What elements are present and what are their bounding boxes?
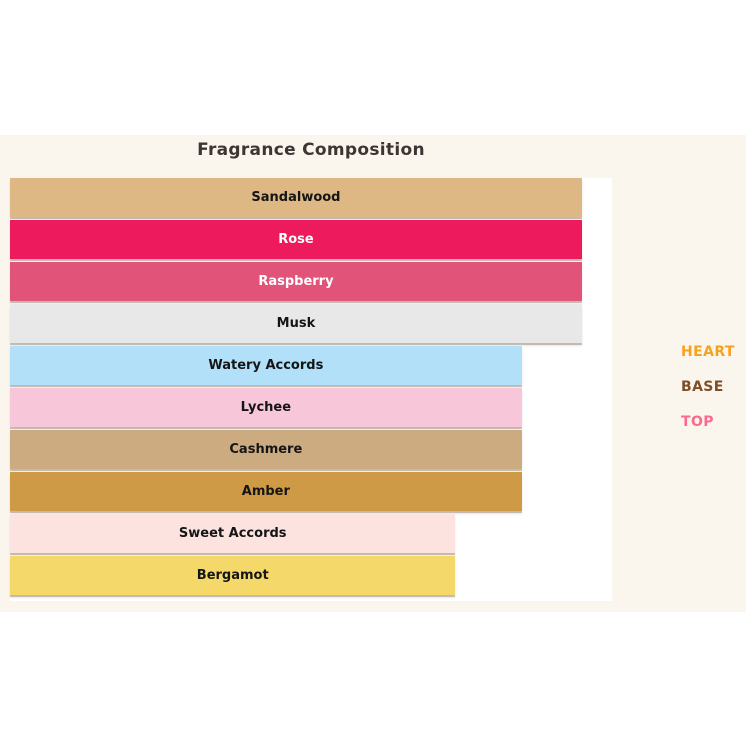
bar-label-sandalwood: Sandalwood [251, 190, 341, 205]
bar-watery-accords: Watery Accords [10, 346, 522, 385]
bar-label-cashmere: Cashmere [229, 442, 303, 457]
bar-sandalwood: Sandalwood [10, 178, 582, 217]
bar-sweet-accords: Sweet Accords [10, 514, 456, 553]
bar-rose: Rose [10, 220, 582, 259]
bar-lychee: Lychee [10, 388, 522, 427]
bar-label-sweet-accords: Sweet Accords [178, 526, 287, 541]
bar-label-amber: Amber [241, 484, 290, 499]
legend-item-base: BASE [681, 379, 724, 395]
legend-item-top: TOP [681, 414, 714, 430]
bar-musk: Musk [10, 304, 582, 343]
legend: HEART BASE TOP [681, 344, 735, 449]
bar-label-lychee: Lychee [240, 400, 292, 415]
bar-cashmere: Cashmere [10, 430, 522, 469]
plot-area: Sandalwood Rose Raspberry Musk Watery Accord… [10, 178, 612, 601]
bar-label-watery-accords: Watery Accords [208, 358, 324, 373]
bar-bergamot: Bergamot [10, 556, 456, 595]
legend-item-heart: HEART [681, 344, 735, 360]
bar-label-bergamot: Bergamot [196, 568, 269, 583]
bar-label-musk: Musk [276, 316, 316, 331]
bar-raspberry: Raspberry [10, 262, 582, 301]
bar-label-raspberry: Raspberry [258, 274, 334, 289]
chart-title: Fragrance Composition [197, 140, 425, 160]
bar-label-rose: Rose [278, 232, 314, 247]
bar-amber: Amber [10, 472, 522, 511]
